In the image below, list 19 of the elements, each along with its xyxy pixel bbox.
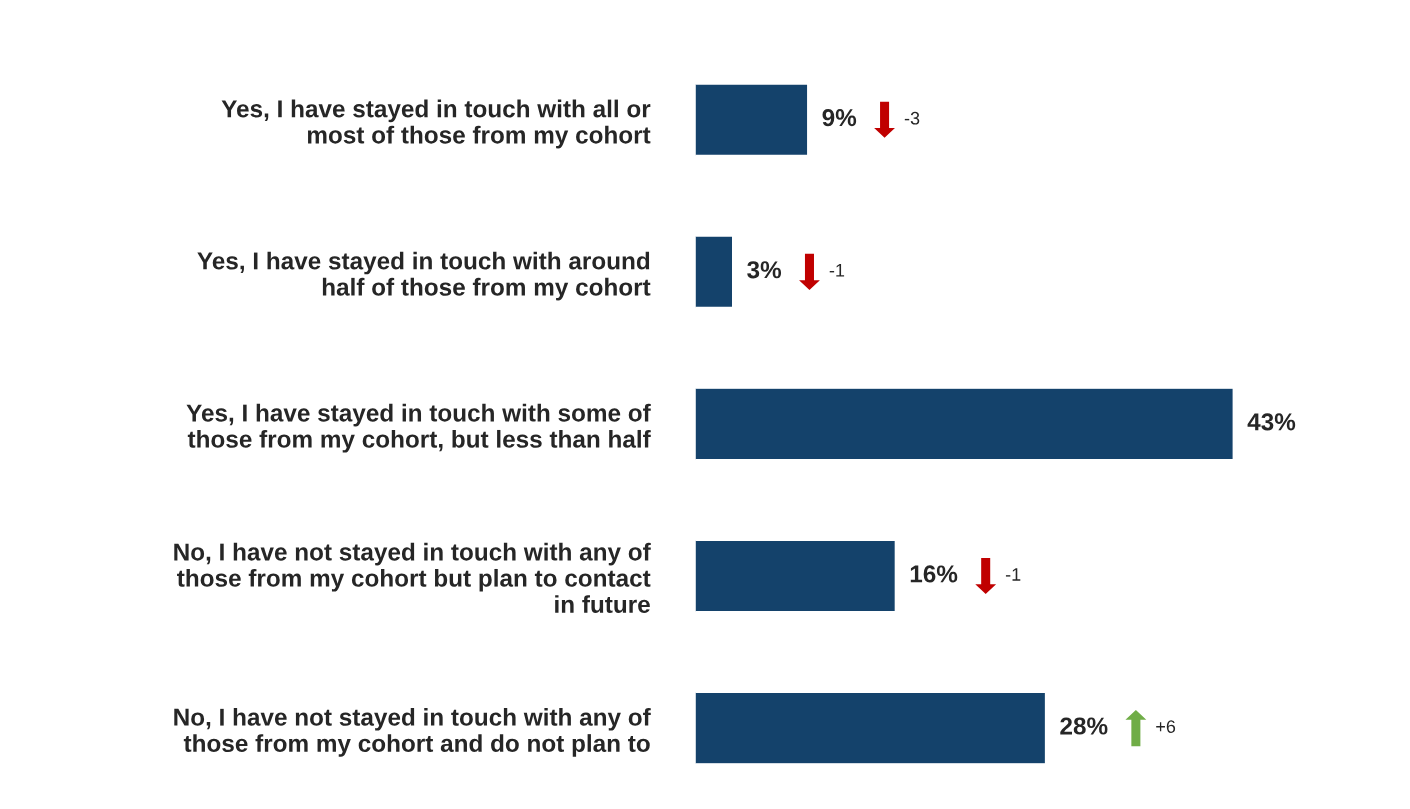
annotation: -3: [904, 111, 920, 125]
data-label: 28%: [1060, 717, 1108, 735]
y-tick-label: No, I have not stayed in touch with any of those from my cohort but plan to contact in future: [174, 542, 651, 613]
annotation: -1: [829, 264, 845, 277]
bar: [695, 83, 809, 157]
data-label: 16%: [910, 565, 958, 583]
y-tick-label: No, I have not stayed in touch with any of those from my cohort and do not plan to: [174, 707, 651, 757]
bar: [695, 235, 734, 309]
data-label: 43%: [1247, 413, 1296, 431]
y-tick-label: Yes, I have stayed in touch with around half of those from my cohort: [197, 251, 651, 301]
annotation: -1: [1005, 568, 1021, 581]
data-label: 3%: [747, 261, 782, 279]
data-label: 9%: [822, 109, 857, 127]
bar: [695, 539, 897, 613]
y-tick-label: Yes, I have stayed in touch with some of those from my cohort, but less than half: [186, 403, 651, 453]
y-tick-label: Yes, I have stayed in touch with all or most of those from my cohort: [221, 99, 651, 149]
bar: [695, 387, 1234, 461]
bar: [695, 691, 1047, 765]
annotation: +6: [1156, 720, 1176, 733]
